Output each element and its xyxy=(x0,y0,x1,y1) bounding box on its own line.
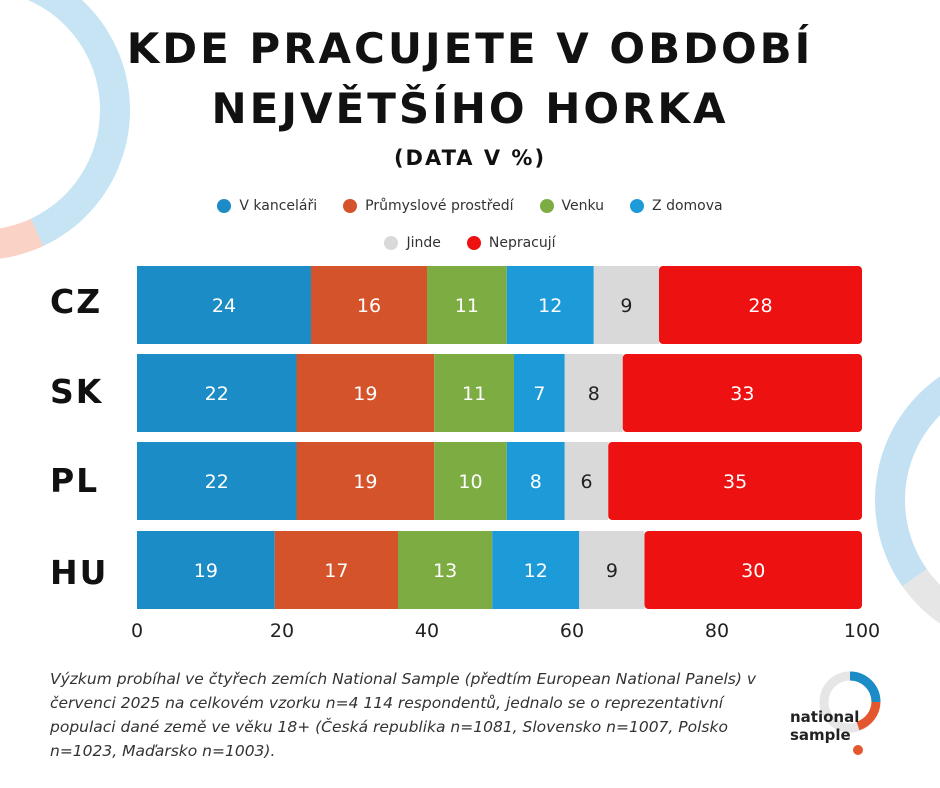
bar-segment-cz-outdoors xyxy=(427,266,507,344)
data-label-hu-office: 19 xyxy=(194,560,218,582)
bar-segment-sk-home xyxy=(514,354,565,432)
chart-subtitle: (DATA V %) xyxy=(393,146,547,170)
x-tick-label-80: 80 xyxy=(705,620,729,642)
legend-item-elsewhere: Jinde xyxy=(384,235,441,251)
row-label-hu: HU xyxy=(50,553,109,592)
x-tick-label-0: 0 xyxy=(131,620,143,642)
bar-segment-pl-industrial xyxy=(296,442,435,520)
data-label-pl-not-working: 35 xyxy=(723,471,747,493)
data-label-pl-office: 22 xyxy=(205,471,229,493)
data-label-hu-home: 12 xyxy=(524,560,548,582)
legend-dot-home xyxy=(630,199,645,213)
bar-segment-cz-home xyxy=(506,266,594,344)
data-label-cz-elsewhere: 9 xyxy=(620,295,632,317)
legend-item-outdoors: Venku xyxy=(539,198,605,214)
bar-segment-sk-elsewhere xyxy=(564,354,623,432)
data-label-hu-not-working: 30 xyxy=(741,560,765,582)
data-label-sk-elsewhere: 8 xyxy=(588,383,600,405)
row-label-pl: PL xyxy=(50,461,100,500)
x-tick-label-60: 60 xyxy=(560,620,584,642)
bar-segment-cz-office xyxy=(137,266,311,344)
data-label-pl-industrial: 19 xyxy=(353,471,377,493)
stacked-bar-chart: 24 16 11 12 9 28 22 19 11 7 8 33 22 19 10 8 6 35 19 17 13 12 9… xyxy=(131,266,880,642)
row-label-sk: SK xyxy=(50,372,104,411)
bar-segment-sk-outdoors xyxy=(434,354,514,432)
bar-segment-cz-industrial xyxy=(311,266,427,344)
bar-segment-hu-outdoors xyxy=(398,531,493,609)
bar-segment-pl-home xyxy=(506,442,565,520)
bar-segment-hu-industrial xyxy=(274,531,398,609)
bar-segment-hu-office xyxy=(137,531,275,609)
data-label-pl-outdoors: 10 xyxy=(458,471,482,493)
legend-item-home: Z domova xyxy=(630,198,723,214)
data-label-cz-home: 12 xyxy=(538,295,562,317)
legend-item-not-working: Nepracují xyxy=(466,235,556,251)
national-sample-logo: national sample xyxy=(790,668,900,758)
data-label-sk-home: 7 xyxy=(533,383,545,405)
logo-text-line-1: national xyxy=(790,708,860,726)
bar-segment-hu-not-working xyxy=(644,531,862,609)
bar-segment-sk-not-working xyxy=(622,354,862,432)
bar-segment-hu-elsewhere xyxy=(579,531,645,609)
legend-row-2: Jinde Nepracují xyxy=(0,235,940,251)
bar-segment-cz-elsewhere xyxy=(593,266,659,344)
legend-dot-industrial xyxy=(343,199,358,213)
legend-label-outdoors: Venku xyxy=(561,198,605,214)
data-label-hu-outdoors: 13 xyxy=(433,560,457,582)
x-tick-label-40: 40 xyxy=(415,620,439,642)
legend-label-elsewhere: Jinde xyxy=(406,235,441,251)
data-label-cz-industrial: 16 xyxy=(357,295,381,317)
logo-ring-orange xyxy=(856,701,881,731)
x-tick-label-100: 100 xyxy=(844,620,880,642)
legend-label-home: Z domova xyxy=(652,198,723,214)
data-label-pl-home: 8 xyxy=(530,471,542,493)
legend-label-office: V kanceláři xyxy=(239,198,318,214)
data-label-hu-industrial: 17 xyxy=(324,560,348,582)
bar-segment-cz-not-working xyxy=(659,266,862,344)
chart-title-line-2: NEJVĚTŠÍHO HORKA xyxy=(211,84,729,133)
legend-item-office: V kanceláři xyxy=(217,198,317,214)
logo-text-line-2: sample xyxy=(790,726,851,744)
legend-dot-outdoors xyxy=(539,199,554,213)
data-label-sk-office: 22 xyxy=(205,383,229,405)
bar-segment-sk-industrial xyxy=(296,354,435,432)
legend-dot-office xyxy=(217,199,232,213)
legend-label-not-working: Nepracují xyxy=(488,235,556,251)
legend-row-1: V kanceláři Průmyslové prostředí Venku Z… xyxy=(0,198,940,214)
x-tick-label-20: 20 xyxy=(270,620,294,642)
data-label-sk-not-working: 33 xyxy=(730,383,754,405)
data-label-sk-industrial: 19 xyxy=(353,383,377,405)
data-label-cz-outdoors: 11 xyxy=(455,295,479,317)
chart-title-line-1: KDE PRACUJETE V OBDOBÍ xyxy=(126,24,814,73)
bar-segment-pl-not-working xyxy=(608,442,862,520)
bar-segment-pl-office xyxy=(137,442,297,520)
data-label-cz-office: 24 xyxy=(212,295,236,317)
data-label-pl-elsewhere: 6 xyxy=(580,471,592,493)
legend-dot-not-working xyxy=(466,236,481,250)
logo-text: national sample xyxy=(790,708,859,744)
legend-dot-elsewhere xyxy=(384,236,399,250)
data-label-cz-not-working: 28 xyxy=(748,295,772,317)
row-label-cz: CZ xyxy=(50,282,103,321)
methodology-note: Výzkum probíhal ve čtyřech zemích Nation… xyxy=(50,670,757,760)
bar-segment-pl-elsewhere xyxy=(564,442,609,520)
legend-item-industrial: Průmyslové prostředí xyxy=(343,198,514,214)
bar-segment-hu-home xyxy=(492,531,580,609)
data-label-sk-outdoors: 11 xyxy=(462,383,486,405)
logo-mark-icon xyxy=(819,671,881,755)
logo-ring-blue xyxy=(849,671,881,703)
bar-segment-pl-outdoors xyxy=(434,442,507,520)
legend-label-industrial: Průmyslové prostředí xyxy=(365,198,514,214)
logo-dot xyxy=(853,745,863,755)
data-label-hu-elsewhere: 9 xyxy=(606,560,618,582)
bar-segment-sk-office xyxy=(137,354,297,432)
